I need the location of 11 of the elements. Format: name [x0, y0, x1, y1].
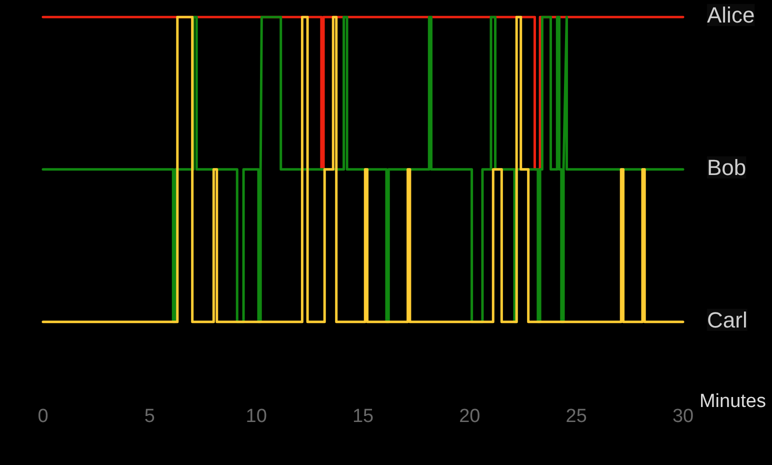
x-tick-label: 10: [246, 406, 267, 427]
x-axis-title: Minutes: [699, 390, 766, 412]
x-tick-label: 20: [459, 406, 480, 427]
text: Alice: [707, 2, 755, 28]
x-tick-label: 5: [144, 406, 155, 427]
x-tick-label: 15: [352, 406, 374, 427]
x-tick-label: 0: [38, 406, 48, 427]
x-tick-label: 25: [566, 406, 587, 427]
text: Bob: [707, 154, 746, 180]
x-tick-label: 30: [672, 406, 694, 427]
text: Carl: [707, 307, 748, 332]
